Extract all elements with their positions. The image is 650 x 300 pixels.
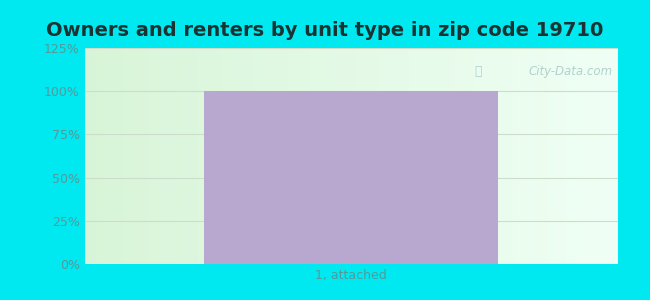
Bar bbox=[204, 91, 498, 264]
Text: ⦾: ⦾ bbox=[474, 65, 482, 78]
Text: City-Data.com: City-Data.com bbox=[528, 65, 612, 78]
Text: Owners and renters by unit type in zip code 19710: Owners and renters by unit type in zip c… bbox=[46, 21, 604, 40]
